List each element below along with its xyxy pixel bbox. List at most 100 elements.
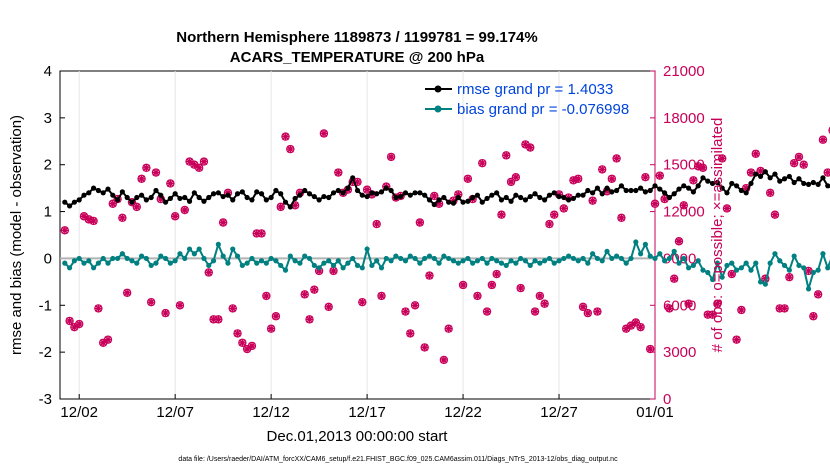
bias-point xyxy=(729,260,735,266)
bias-point xyxy=(119,251,125,257)
rmse-point xyxy=(431,201,437,208)
obs-assimilated-point xyxy=(233,329,242,338)
rmse-point xyxy=(350,175,356,181)
rmse-point xyxy=(143,197,149,203)
rmse-point xyxy=(114,197,121,203)
bias-point xyxy=(422,255,428,262)
rmse-point xyxy=(263,197,269,203)
bias-point xyxy=(652,255,658,262)
bias-point xyxy=(479,255,485,262)
bias-point xyxy=(364,246,370,252)
bias-point xyxy=(71,258,77,264)
rmse-point xyxy=(398,193,404,200)
bias-point xyxy=(268,255,274,262)
obs-assimilated-point xyxy=(756,167,765,175)
obs-assimilated-point xyxy=(416,218,424,227)
rmse-point xyxy=(681,183,687,189)
obs-assimilated-point xyxy=(137,174,146,183)
obs-assimilated-point xyxy=(502,151,511,160)
obs-assimilated-point xyxy=(780,304,789,313)
bias-point xyxy=(345,260,351,266)
obs-assimilated-point xyxy=(195,164,203,172)
rmse-point xyxy=(210,191,217,197)
rmse-point xyxy=(460,199,466,205)
obs-assimilated-point xyxy=(281,132,290,141)
obs-assimilated-point xyxy=(406,329,415,338)
bias-point xyxy=(138,253,145,259)
obs-assimilated-point xyxy=(766,189,774,197)
legend-rmse-marker xyxy=(434,85,442,93)
obs-assimilated-point xyxy=(89,217,98,225)
obs-assimilated-point xyxy=(703,310,712,319)
bias-point xyxy=(196,246,202,252)
rmse-point xyxy=(709,180,716,187)
rmse-point xyxy=(383,185,389,191)
bias-point xyxy=(254,260,260,266)
rmse-point xyxy=(661,190,668,196)
rmse-point xyxy=(743,190,749,196)
obs-assimilated-point xyxy=(305,315,314,324)
obs-assimilated-point xyxy=(440,356,448,364)
y-right-tick-label: 12000 xyxy=(663,204,705,221)
y-left-tick-label: 1 xyxy=(44,204,52,221)
y-right-tick-label: 3000 xyxy=(663,344,696,361)
bias-point xyxy=(393,253,399,259)
bias-point xyxy=(508,258,514,264)
obs-assimilated-point xyxy=(742,184,750,192)
bias-point xyxy=(398,255,404,262)
y-right-tick-label: 21000 xyxy=(663,63,705,80)
obs-assimilated-point xyxy=(679,201,688,210)
obs-assimilated-point xyxy=(286,145,295,153)
bias-point xyxy=(628,255,634,262)
rmse-point xyxy=(508,198,514,204)
obs-assimilated-point xyxy=(180,206,189,214)
bias-point xyxy=(489,255,495,262)
obs-assimilated-point xyxy=(248,342,256,350)
obs-assimilated-point xyxy=(272,312,280,321)
obs-assimilated-point xyxy=(219,218,227,227)
bias-point xyxy=(143,255,149,262)
rmse-point xyxy=(470,194,476,201)
bias-point xyxy=(522,258,529,264)
rmse-point xyxy=(561,194,567,201)
obs-assimilated-point xyxy=(651,199,659,208)
obs-assimilated-point xyxy=(617,214,626,222)
bias-point xyxy=(431,255,437,262)
bias-point xyxy=(474,258,481,264)
plot-area xyxy=(59,70,656,400)
bias-point xyxy=(383,255,389,262)
bias-point xyxy=(162,255,169,262)
bias-point xyxy=(513,260,519,266)
obs-assimilated-point xyxy=(723,204,731,213)
obs-assimilated-point xyxy=(497,210,506,219)
obs-assimilated-point xyxy=(70,323,79,331)
rmse-point xyxy=(489,192,495,198)
obs-assimilated-point xyxy=(670,274,678,283)
bias-point xyxy=(287,253,293,259)
chart-title-line2: ACARS_TEMPERATURE @ 200 hPa xyxy=(230,49,485,66)
bias-point xyxy=(465,255,471,262)
obs-assimilated-point xyxy=(747,168,755,177)
obs-assimilated-point xyxy=(430,192,439,200)
rmse-point xyxy=(134,194,140,201)
bias-point xyxy=(546,255,553,262)
x-axis-label: Dec.01,2013 00:00:00 start xyxy=(267,428,449,445)
y-left-tick-label: 4 xyxy=(44,63,52,80)
obs-assimilated-point xyxy=(665,304,674,313)
rmse-point xyxy=(441,194,447,201)
rmse-point xyxy=(522,197,529,203)
rmse-point xyxy=(738,187,744,194)
rmse-point xyxy=(527,193,533,200)
rmse-point xyxy=(772,171,778,177)
y-left-tick-label: 0 xyxy=(44,250,52,267)
obs-assimilated-point xyxy=(108,199,117,208)
obs-assimilated-point xyxy=(612,154,621,163)
obs-assimilated-point xyxy=(560,204,568,213)
obs-assimilated-point xyxy=(603,187,611,196)
rmse-point xyxy=(110,192,116,198)
rmse-point xyxy=(278,191,284,197)
obs-assimilated-point xyxy=(718,154,726,163)
obs-assimilated-point xyxy=(622,324,631,333)
rmse-point xyxy=(805,181,812,187)
